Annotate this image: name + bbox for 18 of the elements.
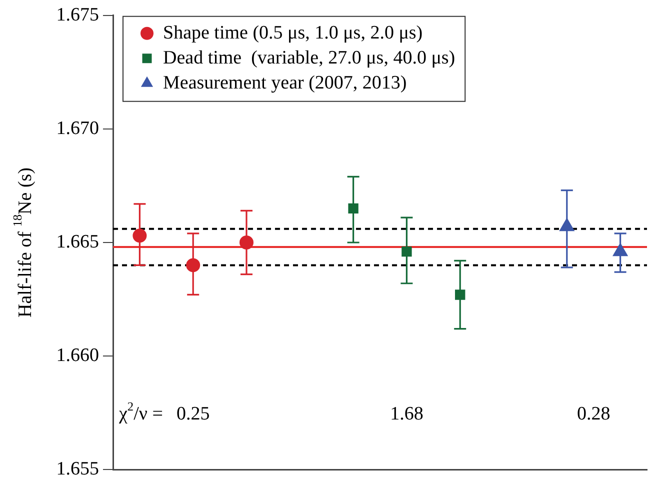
point <box>132 228 147 243</box>
point <box>240 236 254 250</box>
annotation: 0.25 <box>176 404 210 425</box>
y-tick-label: 1.670 <box>56 118 99 139</box>
annotation: 1.68 <box>390 404 424 425</box>
point <box>455 290 466 300</box>
y-tick-label: 1.675 <box>56 4 99 26</box>
annotation: 0.28 <box>576 404 610 425</box>
point <box>402 246 412 257</box>
point <box>186 258 200 272</box>
y-axis-title: Half-life of 18Ne (s) <box>10 167 36 318</box>
point <box>348 203 358 214</box>
y-tick-label: 1.655 <box>56 458 99 480</box>
legend-label: Dead time (variable, 27.0 μs, 40.0 μs) <box>163 47 456 68</box>
y-tick-label: 1.665 <box>56 231 99 252</box>
legend-label: Measurement year (2007, 2013) <box>163 72 407 94</box>
legend-label: Shape time (0.5 μs, 1.0 μs, 2.0 μs) <box>163 22 423 44</box>
y-tick-label: 1.660 <box>56 345 99 366</box>
